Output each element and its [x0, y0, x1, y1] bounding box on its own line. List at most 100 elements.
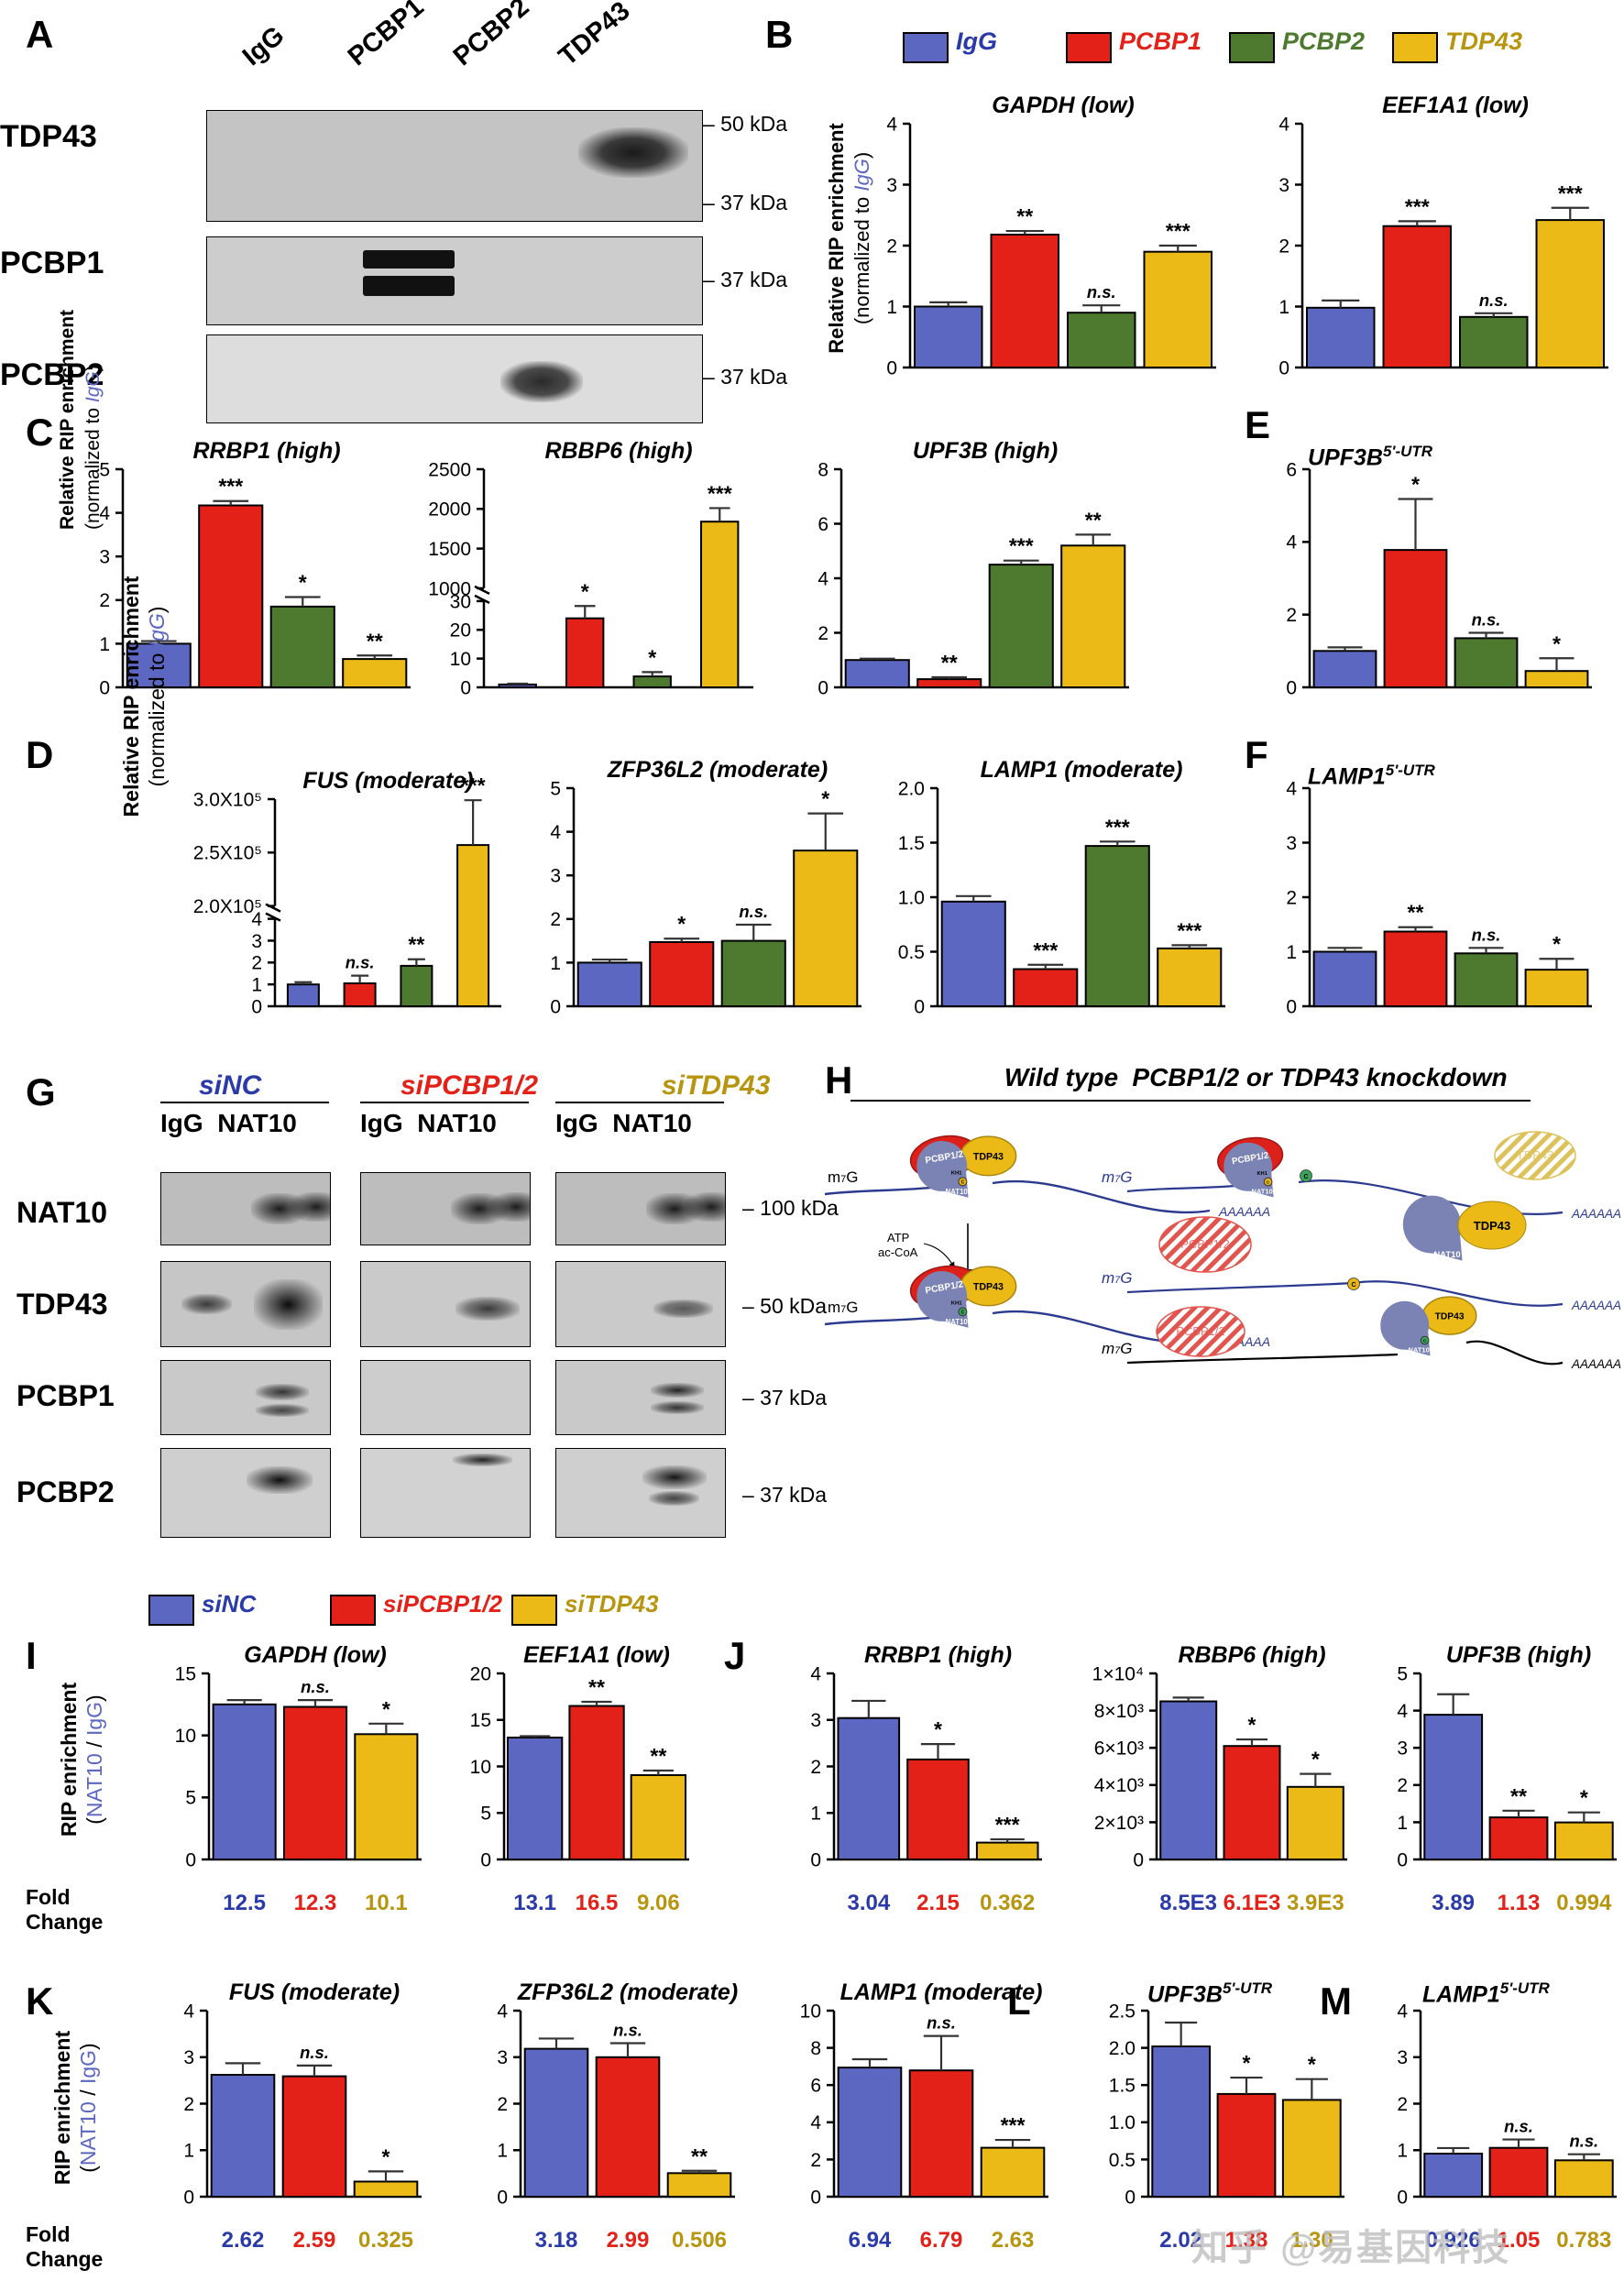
svg-text:8×10³: 8×10³: [1094, 1701, 1144, 1722]
svg-text:*: *: [1311, 1748, 1320, 1771]
svg-text:KH1: KH1: [951, 1171, 962, 1177]
svg-text:2×10³: 2×10³: [1094, 1813, 1144, 1834]
svg-text:3: 3: [1278, 175, 1289, 196]
svg-text:0.5: 0.5: [898, 942, 925, 963]
svg-text:3: 3: [251, 931, 262, 952]
svg-text:PCBP1/2: PCBP1/2: [1180, 1237, 1229, 1251]
svg-text:4: 4: [497, 2001, 508, 2022]
svg-text:10: 10: [470, 1757, 491, 1778]
svg-text:n.s.: n.s.: [1472, 610, 1501, 630]
svg-text:0: 0: [1133, 1849, 1144, 1870]
svg-text:**: **: [408, 933, 424, 957]
svg-text:*: *: [1553, 631, 1561, 655]
svg-text:4: 4: [1397, 1701, 1408, 1722]
svg-text:2.5: 2.5: [1109, 2001, 1136, 2022]
svg-text:*: *: [1308, 2053, 1316, 2077]
svg-text:*: *: [821, 787, 829, 811]
svg-text:2: 2: [550, 909, 561, 930]
svg-text:TDP43: TDP43: [1517, 1148, 1553, 1162]
svg-text:***: ***: [1001, 2113, 1026, 2137]
svg-text:0: 0: [460, 677, 471, 698]
svg-text:1.0: 1.0: [898, 887, 925, 908]
svg-text:0: 0: [1397, 1849, 1408, 1870]
svg-text:RBBP6 (high): RBBP6 (high): [544, 438, 692, 464]
svg-text:C: C: [1423, 1338, 1427, 1343]
svg-text:TDP43: TDP43: [1474, 1219, 1510, 1233]
svg-text:4: 4: [99, 503, 110, 524]
svg-text:TDP43: TDP43: [973, 1151, 1004, 1162]
svg-text:3: 3: [99, 547, 110, 568]
svg-text:0: 0: [183, 2187, 194, 2208]
svg-text:3: 3: [1286, 833, 1297, 854]
svg-text:***: ***: [1558, 181, 1583, 205]
svg-text:TDP43: TDP43: [973, 1281, 1004, 1292]
svg-text:***: ***: [708, 481, 732, 505]
svg-text:2: 2: [251, 953, 262, 974]
svg-text:NAT10: NAT10: [1433, 1250, 1460, 1260]
svg-text:0: 0: [810, 1849, 821, 1870]
svg-text:n.s.: n.s.: [1087, 282, 1116, 302]
svg-text:0: 0: [810, 2187, 821, 2208]
svg-text:NAT10: NAT10: [946, 1188, 969, 1196]
svg-text:5: 5: [550, 778, 561, 799]
svg-text:n.s.: n.s.: [1569, 2132, 1598, 2151]
svg-text:2500: 2500: [428, 459, 471, 480]
svg-text:*: *: [1580, 1786, 1588, 1810]
svg-text:4: 4: [886, 114, 897, 135]
svg-text:2.5X10⁵: 2.5X10⁵: [193, 843, 262, 864]
svg-text:C: C: [961, 1310, 965, 1315]
svg-text:NAT10: NAT10: [1408, 1346, 1429, 1354]
svg-text:C: C: [961, 1179, 965, 1185]
svg-text:1: 1: [251, 975, 262, 996]
svg-text:*: *: [1248, 1713, 1256, 1737]
svg-text:1500: 1500: [428, 539, 471, 560]
svg-text:4: 4: [1397, 2001, 1408, 2022]
svg-text:3: 3: [810, 1710, 821, 1731]
svg-text:NAT10: NAT10: [946, 1318, 969, 1326]
svg-text:C: C: [1303, 1174, 1308, 1180]
svg-text:0: 0: [251, 996, 262, 1017]
svg-text:2: 2: [810, 1757, 821, 1778]
svg-text:3.0X10⁵: 3.0X10⁵: [193, 789, 262, 810]
svg-text:0: 0: [99, 677, 110, 698]
svg-text:5: 5: [185, 1788, 196, 1809]
svg-text:C: C: [1267, 1179, 1270, 1185]
svg-text:RBBP6 (high): RBBP6 (high): [1178, 1642, 1325, 1668]
svg-text:***: ***: [1033, 938, 1058, 962]
svg-text:15: 15: [470, 1710, 491, 1731]
svg-text:EEF1A1 (low): EEF1A1 (low): [523, 1642, 670, 1668]
svg-text:20: 20: [450, 620, 471, 642]
svg-text:ATP: ATP: [887, 1231, 909, 1245]
svg-text:10: 10: [800, 2001, 821, 2022]
svg-text:1: 1: [1397, 1813, 1408, 1834]
svg-text:2.0: 2.0: [898, 778, 925, 799]
svg-text:0: 0: [185, 1849, 196, 1870]
svg-text:FUS (moderate): FUS (moderate): [229, 1979, 400, 2005]
svg-text:4: 4: [1278, 114, 1289, 135]
svg-text:2: 2: [497, 2094, 508, 2115]
svg-text:4: 4: [1286, 532, 1297, 554]
svg-text:***: ***: [995, 1813, 1020, 1837]
svg-text:0: 0: [1278, 357, 1289, 378]
svg-text:3: 3: [550, 866, 561, 887]
svg-text:C: C: [1351, 1282, 1355, 1289]
svg-text:0: 0: [480, 1849, 491, 1870]
svg-text:0: 0: [1286, 677, 1297, 698]
svg-text:2000: 2000: [428, 499, 471, 521]
svg-text:KH1: KH1: [951, 1301, 962, 1307]
svg-text:n.s.: n.s.: [739, 902, 768, 921]
svg-text:1: 1: [550, 953, 561, 974]
svg-text:ZFP36L2 (moderate): ZFP36L2 (moderate): [607, 757, 828, 783]
svg-text:4: 4: [817, 568, 828, 589]
svg-text:1: 1: [1278, 297, 1289, 318]
svg-text:*: *: [299, 570, 307, 594]
svg-text:1: 1: [810, 1804, 821, 1825]
svg-text:0.5: 0.5: [1109, 2150, 1136, 2171]
svg-text:3: 3: [497, 2047, 508, 2068]
svg-text:3: 3: [183, 2047, 194, 2068]
svg-text:1: 1: [183, 2141, 194, 2162]
svg-text:TDP43: TDP43: [1435, 1311, 1465, 1321]
svg-text:0: 0: [1286, 996, 1297, 1017]
svg-text:AAAAAA: AAAAAA: [1571, 1357, 1621, 1371]
svg-text:KH1: KH1: [1256, 1171, 1267, 1177]
